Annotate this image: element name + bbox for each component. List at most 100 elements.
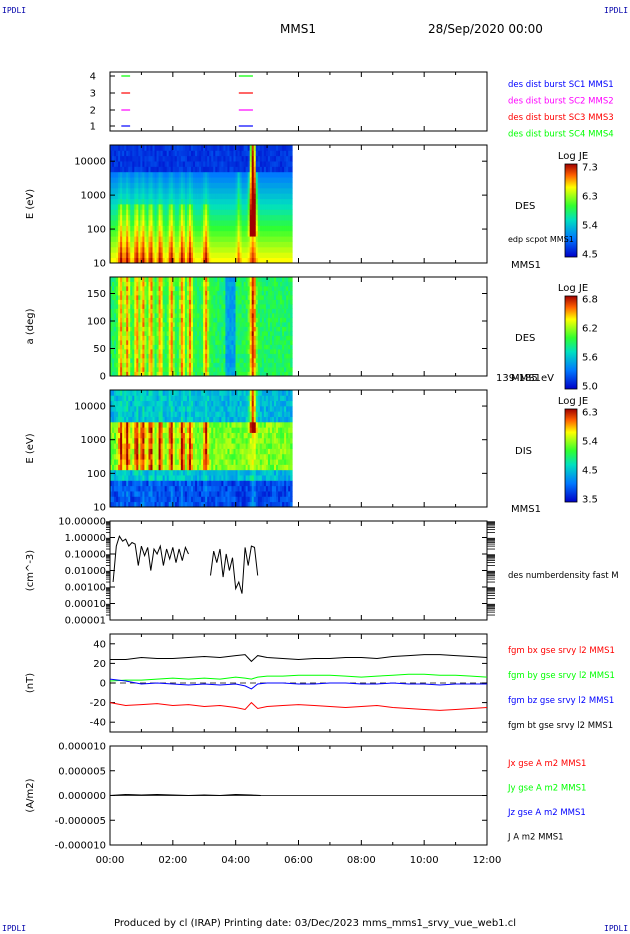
des-pitch-heatmap-cell — [269, 299, 273, 305]
des-energy-heatmap-cell — [255, 209, 259, 216]
des-energy-heatmap-cell — [142, 230, 145, 237]
dis-energy-heatmap-cell — [184, 491, 188, 497]
des-energy-heatmap-cell — [278, 161, 281, 167]
des-energy-heatmap-cell — [193, 198, 196, 205]
des-pitch-heatmap-cell — [280, 299, 283, 305]
des-pitch-heatmap-cell — [180, 299, 184, 305]
dis-energy-heatmap-cell — [166, 469, 170, 476]
des-pitch-heatmap-cell — [225, 362, 228, 368]
des-pitch-heatmap-cell — [271, 313, 275, 318]
des-pitch-heatmap-cell — [164, 331, 168, 336]
dis-energy-heatmap-cell — [152, 395, 155, 402]
dis-energy-heatmap-cell — [188, 405, 192, 412]
des-energy-heatmap-cell — [188, 204, 192, 210]
des-pitch-heatmap-cell — [263, 290, 267, 296]
des-energy-heatmap-cell — [178, 187, 182, 194]
des-energy-heatmap-cell — [110, 214, 113, 221]
des-pitch-heatmap-cell — [265, 367, 269, 372]
des-pitch-heatmap-cell — [114, 281, 117, 287]
des-energy-heatmap-cell — [118, 209, 121, 216]
des-pitch-heatmap-cell — [239, 308, 242, 314]
des-pitch-heatmap-cell — [286, 317, 289, 323]
des-energy-heatmap-cell — [274, 214, 277, 221]
des-energy-heatmap-cell — [288, 177, 291, 183]
dis-energy-heatmap-cell — [154, 469, 157, 476]
des-energy-heatmap-cell — [217, 214, 220, 221]
des-pitch-heatmap-cell — [126, 331, 129, 336]
des-pitch-heatmap-cell — [243, 295, 247, 300]
dis-energy-heatmap-cell — [148, 469, 151, 476]
des-pitch-heatmap-cell — [154, 358, 157, 363]
des-energy-heatmap-cell — [247, 193, 251, 200]
des-pitch-heatmap-cell — [253, 344, 257, 350]
des-energy-heatmap-cell — [225, 177, 228, 183]
des-pitch-heatmap-cell — [235, 358, 238, 363]
dis-energy-heatmap-cell — [142, 485, 145, 492]
des-energy-heatmap-cell — [110, 257, 113, 264]
des-energy-heatmap-cell — [152, 155, 155, 162]
des-pitch-heatmap-cell — [176, 317, 180, 323]
des-pitch-heatmap-cell — [280, 277, 283, 282]
dis-energy-heatmap-cell — [152, 491, 155, 497]
des-pitch-heatmap-cell — [166, 317, 170, 323]
dis-energy-heatmap-cell — [172, 432, 176, 439]
des-energy-heatmap-cell — [140, 193, 143, 200]
des-pitch-heatmap-cell — [284, 308, 287, 314]
des-energy-heatmap-cell — [265, 241, 269, 248]
dis-energy-heatmap-cell — [154, 395, 157, 402]
des-pitch-heatmap-cell — [219, 295, 222, 300]
des-energy-heatmap-cell — [142, 198, 145, 205]
des-pitch-heatmap-cell — [182, 335, 186, 341]
des-pitch-heatmap-cell — [122, 295, 125, 300]
dis-energy-heatmap-cell — [144, 416, 147, 423]
des-pitch-heatmap-cell — [150, 326, 153, 332]
des-pitch-heatmap-cell — [197, 335, 200, 341]
des-pitch-heatmap-cell — [114, 295, 117, 300]
des-energy-heatmap-cell — [199, 193, 202, 200]
des-energy-heatmap-cell — [219, 166, 222, 173]
dis-energy-heatmap-cell — [170, 469, 174, 476]
des-pitch-heatmap-cell — [132, 331, 135, 336]
des-energy-heatmap-cell — [182, 182, 186, 189]
des-pitch-heatmap-cell — [253, 340, 257, 345]
des-energy-heatmap-cell — [286, 252, 289, 259]
des-pitch-heatmap-cell — [178, 349, 182, 354]
des-energy-heatmap-cell — [280, 241, 283, 248]
des-pitch-heatmap-cell — [116, 308, 119, 314]
des-energy-heatmap-cell — [221, 150, 224, 157]
dis-energy-heatmap-cell — [170, 427, 174, 433]
des-energy-heatmap-cell — [245, 257, 249, 264]
dis-energy-heatmap-cell — [160, 432, 164, 439]
des-pitch-heatmap-cell — [265, 295, 269, 300]
des-pitch-heatmap-cell — [217, 281, 220, 287]
des-energy-heatmap-cell — [180, 166, 184, 173]
des-energy-heatmap-cell — [126, 241, 129, 248]
des-pitch-heatmap-cell — [229, 349, 232, 354]
des-energy-heatmap-cell — [174, 145, 178, 151]
des-energy-heatmap-cell — [114, 161, 117, 167]
dis-energy-heatmap-cell — [148, 496, 151, 503]
des-pitch-heatmap-cell — [205, 290, 208, 296]
des-energy-heatmap-cell — [280, 220, 283, 226]
des-pitch-heatmap-cell — [282, 322, 285, 327]
des-pitch-heatmap-cell — [217, 326, 220, 332]
des-pitch-heatmap-cell — [217, 286, 220, 291]
des-energy-heatmap-cell — [118, 257, 121, 264]
des-energy-heatmap-cell — [265, 155, 269, 162]
des-pitch-heatmap-cell — [288, 295, 291, 300]
des-pitch-heatmap-cell — [288, 286, 291, 291]
des-energy-heatmap-cell — [276, 230, 279, 237]
dis-energy-heatmap-cell — [164, 411, 168, 417]
des-pitch-heatmap-cell — [168, 340, 172, 345]
dis-energy-heatmap-cell — [168, 501, 172, 508]
des-energy-heatmap-cell — [178, 209, 182, 216]
des-energy-heatmap-cell — [235, 182, 238, 189]
des-energy-heatmap-cell — [199, 187, 202, 194]
des-energy-heatmap-cell — [112, 236, 115, 242]
des-pitch-heatmap-cell — [168, 344, 172, 350]
dis-energy-heatmap-cell — [164, 453, 168, 460]
des-pitch-heatmap-cell — [166, 371, 170, 377]
des-pitch-heatmap-cell — [207, 317, 210, 323]
des-pitch-heatmap-cell — [227, 371, 230, 377]
dis-energy-heatmap-cell — [122, 485, 125, 492]
